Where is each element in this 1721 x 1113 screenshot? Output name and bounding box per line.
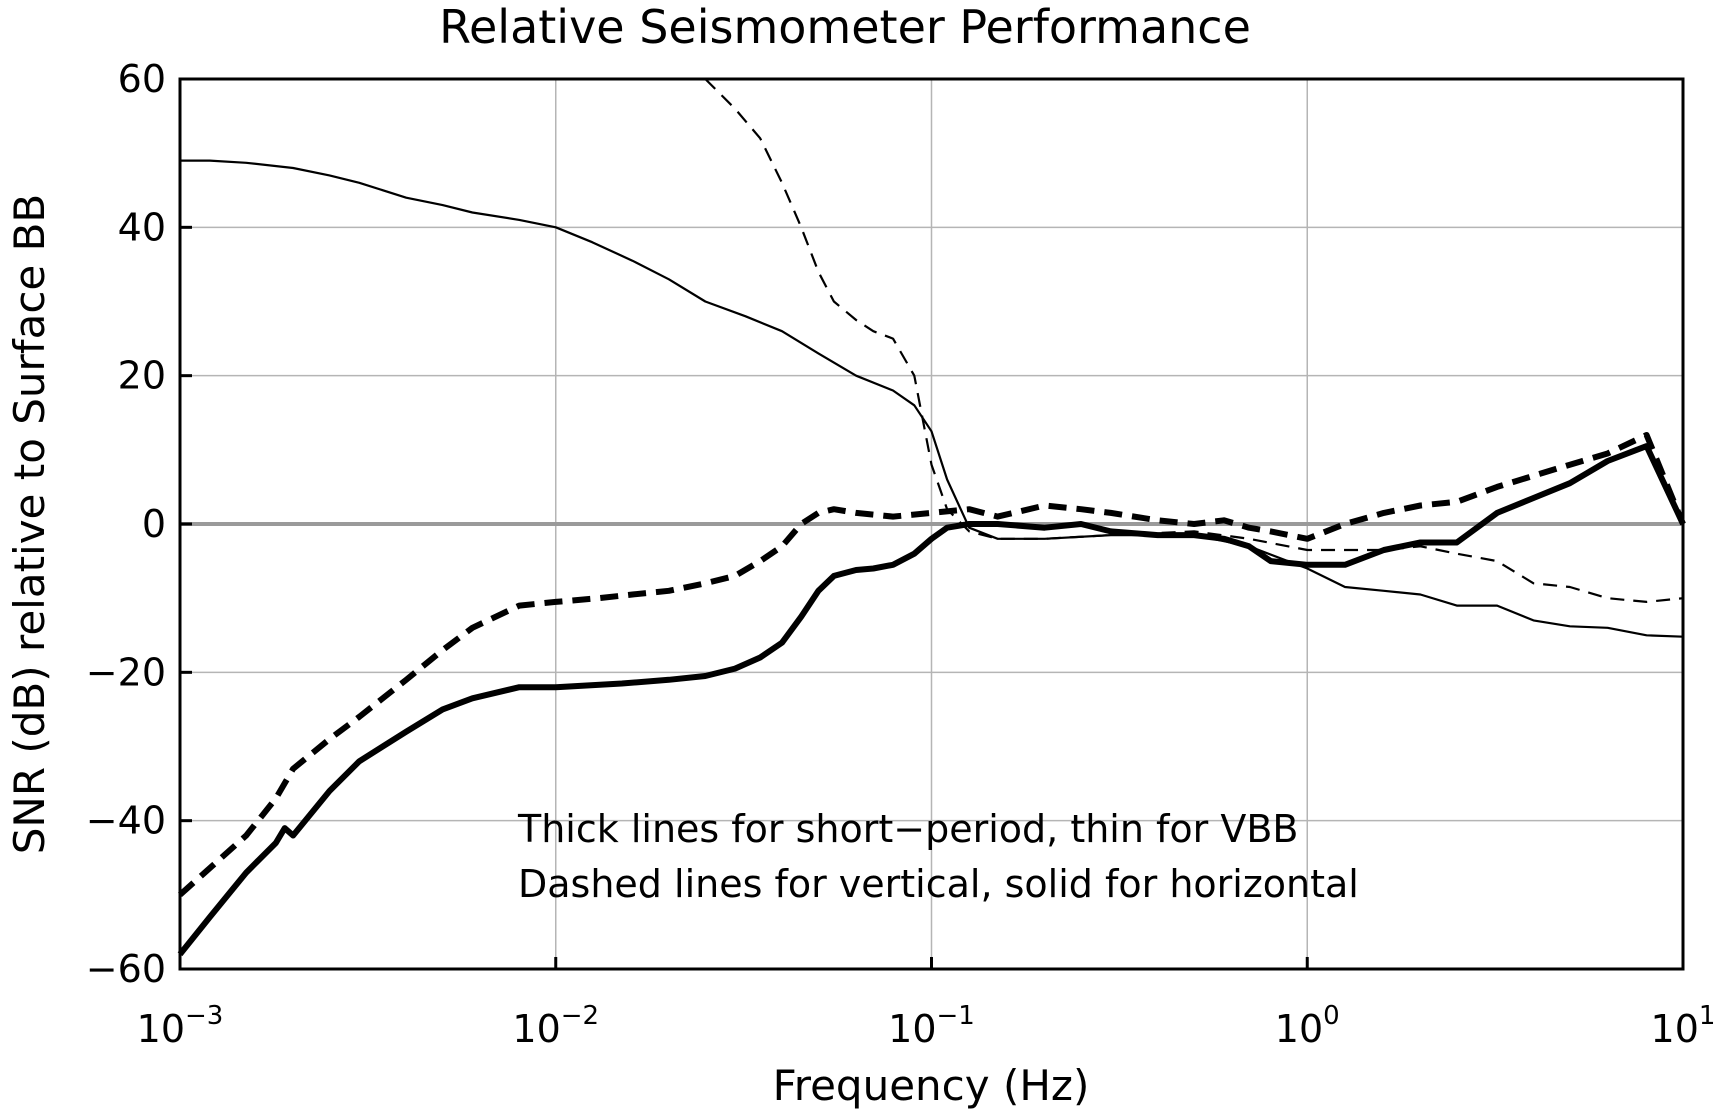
series-line-thin-dashed [704, 78, 1684, 603]
x-tick-label: 10−3 [137, 1001, 224, 1051]
series-line-thin-solid [180, 159, 1684, 638]
series-line-thick-solid [177, 443, 1686, 957]
y-tick-label: 60 [118, 57, 166, 101]
x-tick-label: 100 [1275, 1001, 1340, 1051]
annotation-line-1: Thick lines for short−period, thin for V… [517, 807, 1298, 851]
chart-title: Relative Seismometer Performance [439, 0, 1251, 54]
y-axis-label: SNR (dB) relative to Surface BB [5, 194, 54, 854]
ticks: 10−3 10−2 10−1 100 101 −60 −40 −20 0 20 40 60 [86, 57, 1716, 1051]
y-tick-label: −60 [86, 947, 166, 991]
x-tick-label: 10−1 [888, 1001, 975, 1051]
grid [180, 79, 1683, 969]
series-line-thick-dashed [177, 432, 1686, 898]
x-tick-label: 101 [1651, 1001, 1716, 1051]
annotation-line-2: Dashed lines for vertical, solid for hor… [518, 862, 1359, 906]
x-tick-label: 10−2 [512, 1001, 599, 1051]
y-tick-label: 0 [142, 502, 166, 546]
y-tick-label: −20 [86, 650, 166, 694]
x-axis-label: Frequency (Hz) [773, 1061, 1090, 1110]
y-tick-label: 20 [118, 354, 166, 398]
y-tick-label: 40 [118, 205, 166, 249]
y-tick-label: −40 [86, 799, 166, 843]
series-group [177, 78, 1686, 957]
